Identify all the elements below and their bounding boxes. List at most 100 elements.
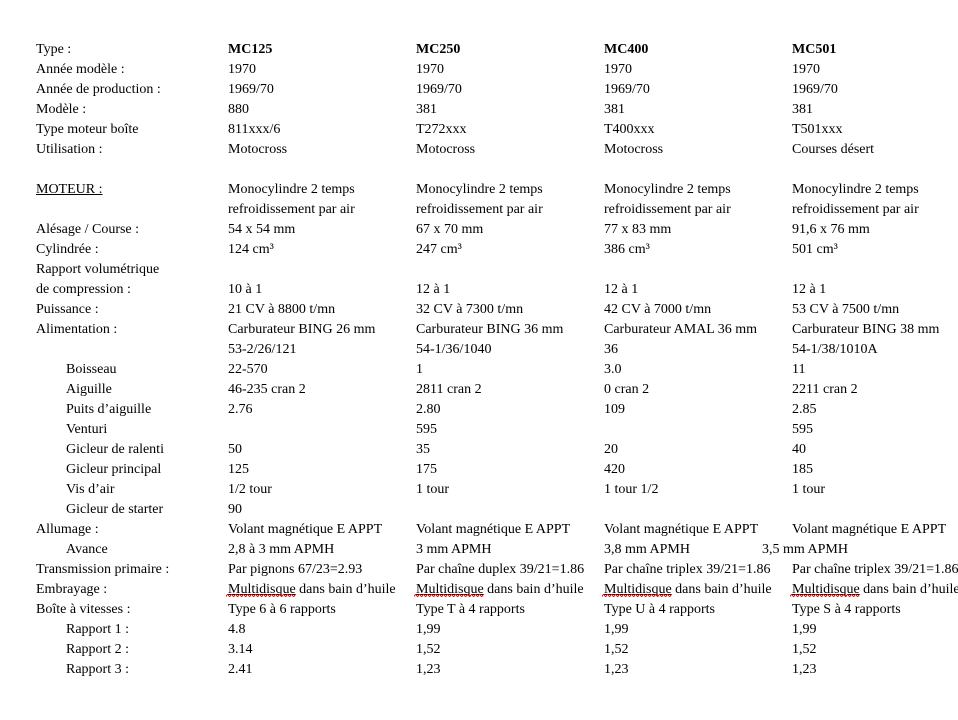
cell: 12 à 1	[604, 280, 792, 300]
row-rapport-3: Rapport 3 : 2.41 1,23 1,23 1,23	[36, 660, 922, 680]
row-transmission: Transmission primaire : Par pignons 67/2…	[36, 560, 922, 580]
cell: Carburateur BING 38 mm	[792, 320, 958, 340]
cell: 1969/70	[416, 80, 604, 100]
cell: refroidissement par air	[416, 200, 604, 220]
cell: 53 CV à 7500 t/mn	[792, 300, 958, 320]
cell: Volant magnétique E APPT	[792, 520, 958, 540]
cell: 67 x 70 mm	[416, 220, 604, 240]
row-type: Type : MC125 MC250 MC400 MC501	[36, 40, 922, 60]
cell: 1,23	[792, 660, 958, 680]
row-venturi: Venturi 595 595	[36, 420, 922, 440]
cell: Motocross	[604, 140, 792, 160]
cell: 1969/70	[604, 80, 792, 100]
cell: Type S à 4 rapports	[792, 600, 958, 620]
cell: 3,5 mm APMH	[762, 540, 958, 560]
cell: Volant magnétique E APPT	[228, 520, 416, 540]
label: Rapport volumétrique	[36, 260, 228, 280]
cell-rest: dans bain d’huile	[484, 582, 584, 597]
cell: 501 cm³	[792, 240, 958, 260]
label: Année de production :	[36, 80, 228, 100]
label: Boisseau	[36, 360, 228, 380]
cell: 247 cm³	[416, 240, 604, 260]
row-allumage: Allumage : Volant magnétique E APPT Vola…	[36, 520, 922, 540]
row-rapport-vol-2: de compression : 10 à 1 12 à 1 12 à 1 12…	[36, 280, 922, 300]
cell: 1970	[228, 60, 416, 80]
row-rapport-1: Rapport 1 : 4.8 1,99 1,99 1,99	[36, 620, 922, 640]
row-blank	[36, 160, 922, 180]
spellcheck-word: Multidisque	[228, 582, 296, 597]
cell: 1 tour	[792, 480, 958, 500]
cell: 54 x 54 mm	[228, 220, 416, 240]
cell-rest: dans bain d’huile	[860, 582, 958, 597]
label: Alésage / Course :	[36, 220, 228, 240]
cell: 1,23	[416, 660, 604, 680]
cell: 40	[792, 440, 958, 460]
cell: 0 cran 2	[604, 380, 792, 400]
cell: 1970	[792, 60, 958, 80]
cell: 12 à 1	[792, 280, 958, 300]
cell: 3,8 mm APMH	[604, 540, 762, 560]
cell	[604, 500, 792, 520]
cell: Type U à 4 rapports	[604, 600, 792, 620]
row-annee-prod: Année de production : 1969/70 1969/70 19…	[36, 80, 922, 100]
cell: Multidisque dans bain d’huile	[228, 580, 416, 600]
cell: Multidisque dans bain d’huile	[604, 580, 792, 600]
cell: 124 cm³	[228, 240, 416, 260]
row-annee-modele: Année modèle : 1970 1970 1970 1970	[36, 60, 922, 80]
cell: 3.0	[604, 360, 792, 380]
row-rapport-2: Rapport 2 : 3.14 1,52 1,52 1,52	[36, 640, 922, 660]
row-embrayage: Embrayage : Multidisque dans bain d’huil…	[36, 580, 922, 600]
row-alimentation-2: 53-2/26/121 54-1/36/1040 36 54-1/38/1010…	[36, 340, 922, 360]
cell: 2811 cran 2	[416, 380, 604, 400]
cell: Type 6 à 6 rapports	[228, 600, 416, 620]
row-aiguille: Aiguille 46-235 cran 2 2811 cran 2 0 cra…	[36, 380, 922, 400]
cell: 1,52	[416, 640, 604, 660]
cell: refroidissement par air	[792, 200, 958, 220]
cell: 1,99	[604, 620, 792, 640]
cell: 1970	[416, 60, 604, 80]
cell: 1/2 tour	[228, 480, 416, 500]
row-gicleur-ralenti: Gicleur de ralenti 50 35 20 40	[36, 440, 922, 460]
cell: 22-570	[228, 360, 416, 380]
cell: Carburateur BING 26 mm	[228, 320, 416, 340]
cell: Carburateur AMAL 36 mm	[604, 320, 792, 340]
label: Gicleur principal	[36, 460, 228, 480]
cell: Par chaîne triplex 39/21=1.86	[604, 560, 792, 580]
row-gicleur-starter: Gicleur de starter 90	[36, 500, 922, 520]
cell: 35	[416, 440, 604, 460]
label: Rapport 1 :	[36, 620, 228, 640]
cell: 11	[792, 360, 958, 380]
label: Venturi	[36, 420, 228, 440]
cell: Volant magnétique E APPT	[416, 520, 604, 540]
cell	[604, 420, 792, 440]
cell: 1,52	[604, 640, 792, 660]
row-type-moteur-boite: Type moteur boîte 811xxx/6 T272xxx T400x…	[36, 120, 922, 140]
row-alesage: Alésage / Course : 54 x 54 mm 67 x 70 mm…	[36, 220, 922, 240]
cell-rest: dans bain d’huile	[296, 582, 396, 597]
row-avance: Avance 2,8 à 3 mm APMH 3 mm APMH 3,8 mm …	[36, 540, 922, 560]
label: Boîte à vitesses :	[36, 600, 228, 620]
cell: 32 CV à 7300 t/mn	[416, 300, 604, 320]
cell: refroidissement par air	[604, 200, 792, 220]
cell: 880	[228, 100, 416, 120]
spellcheck-word: Multidisque	[792, 582, 860, 597]
label: Rapport 2 :	[36, 640, 228, 660]
cell: refroidissement par air	[228, 200, 416, 220]
cell: Monocylindre 2 temps	[416, 180, 604, 200]
cell: T501xxx	[792, 120, 958, 140]
cell: Monocylindre 2 temps	[792, 180, 958, 200]
cell: T272xxx	[416, 120, 604, 140]
cell: Carburateur BING 36 mm	[416, 320, 604, 340]
cell	[416, 500, 604, 520]
cell: 54-1/38/1010A	[792, 340, 958, 360]
spellcheck-word: Multidisque	[416, 582, 484, 597]
label: Type moteur boîte	[36, 120, 228, 140]
cell: 1,99	[792, 620, 958, 640]
label: Utilisation :	[36, 140, 228, 160]
cell: 420	[604, 460, 792, 480]
cell: 3 mm APMH	[416, 540, 604, 560]
spellcheck-word: Multidisque	[604, 582, 672, 597]
cell: 125	[228, 460, 416, 480]
cell: Multidisque dans bain d’huile	[792, 580, 958, 600]
cell: Multidisque dans bain d’huile	[416, 580, 604, 600]
